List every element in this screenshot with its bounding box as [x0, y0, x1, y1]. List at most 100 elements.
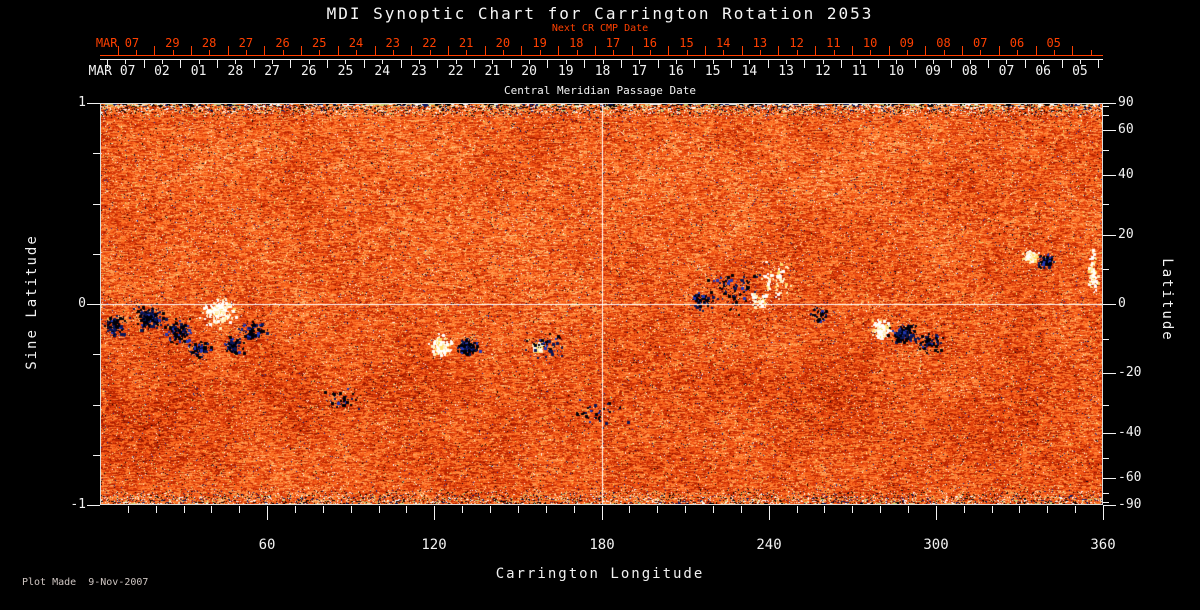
- next-cr-day-tick: [1036, 46, 1037, 55]
- next-cr-halfday-tick: [723, 50, 724, 55]
- latitude-tick: [1103, 235, 1116, 236]
- longitude-tick: [518, 506, 519, 513]
- cmp-day-tick: [511, 60, 512, 68]
- next-cr-halfday-tick: [466, 50, 467, 55]
- cmp-day-tick: [658, 60, 659, 68]
- cmp-day-label: 14: [741, 64, 758, 79]
- latitude-tick: [1103, 502, 1109, 503]
- cmp-day-label: 24: [374, 64, 391, 79]
- cmp-day-tick: [768, 60, 769, 68]
- latitude-tick: [1103, 505, 1116, 506]
- next-cr-day-label: 10: [862, 36, 878, 50]
- next-cr-day-tick: [338, 46, 339, 55]
- longitude-tick: [267, 506, 268, 520]
- cmp-day-tick: [254, 60, 255, 68]
- next-cr-halfday-tick: [613, 50, 614, 55]
- longitude-tick: [379, 506, 380, 513]
- next-cr-halfday-tick: [577, 50, 578, 55]
- latitude-tick: [1103, 175, 1116, 176]
- right-axis-title: Latitude: [1159, 258, 1175, 342]
- next-cr-day-tick: [595, 46, 596, 55]
- next-cr-halfday-tick: [870, 50, 871, 55]
- longitude-tick-label: 120: [421, 537, 447, 553]
- cmp-day-tick: [621, 60, 622, 68]
- bottom-axis-title: Carrington Longitude: [495, 566, 705, 582]
- longitude-tick: [992, 506, 993, 513]
- next-cr-day-tick: [742, 46, 743, 55]
- next-cr-day-label: 25: [312, 36, 327, 50]
- cmp-halfday-tick: [566, 60, 567, 64]
- next-cr-day-tick: [705, 46, 706, 55]
- longitude-tick-label: 300: [923, 537, 949, 553]
- sine-latitude-tick: [93, 204, 100, 205]
- sine-latitude-tick: [93, 254, 100, 255]
- longitude-tick: [824, 506, 825, 513]
- latitude-tick: [1103, 106, 1109, 107]
- next-cr-day-tick: [925, 46, 926, 55]
- latitude-tick-label: 60: [1118, 122, 1134, 137]
- cmp-halfday-tick: [309, 60, 310, 64]
- latitude-tick-label: 0: [1118, 296, 1126, 311]
- cmp-day-tick: [841, 60, 842, 68]
- cmp-day-tick: [144, 60, 145, 68]
- longitude-tick: [128, 506, 129, 513]
- next-cr-day-label: 12: [789, 36, 804, 50]
- next-cr-day-label: 20: [495, 36, 511, 50]
- cmp-halfday-tick: [382, 60, 383, 64]
- latitude-tick-label: 40: [1118, 167, 1134, 182]
- next-cr-day-label: 13: [752, 36, 768, 50]
- next-cr-day-tick: [999, 46, 1000, 55]
- next-cr-day-label: 07: [973, 36, 988, 50]
- cmp-halfday-tick: [676, 60, 677, 64]
- cmp-day-tick: [474, 60, 475, 68]
- sine-latitude-tick: [87, 505, 100, 506]
- cmp-day-tick: [180, 60, 181, 68]
- cmp-halfday-tick: [272, 60, 273, 64]
- sine-latitude-tick: [87, 103, 100, 104]
- longitude-tick: [685, 506, 686, 513]
- next-cr-day-tick: [521, 46, 522, 55]
- longitude-tick: [1075, 506, 1076, 513]
- cmp-day-tick: [584, 60, 585, 68]
- cmp-day-label: 16: [668, 64, 684, 79]
- longitude-tick: [769, 506, 770, 520]
- cmp-halfday-tick: [1080, 60, 1081, 64]
- cmp-day-tick: [437, 60, 438, 68]
- latitude-tick: [1103, 115, 1109, 116]
- next-cr-halfday-tick: [319, 50, 320, 55]
- longitude-tick: [546, 506, 547, 513]
- next-cr-day-tick: [301, 46, 302, 55]
- longitude-tick-label: 240: [756, 537, 782, 553]
- next-cr-day-tick: [815, 46, 816, 55]
- sine-latitude-tick: [93, 153, 100, 154]
- cmp-halfday-tick: [896, 60, 897, 64]
- cmp-day-label: 20: [521, 64, 537, 79]
- next-cr-day-label: 22: [422, 36, 437, 50]
- cmp-halfday-tick: [199, 60, 200, 64]
- cmp-halfday-tick: [823, 60, 824, 64]
- next-cr-halfday-tick: [173, 50, 174, 55]
- cmp-day-label: 21: [484, 64, 501, 79]
- cmp-halfday-tick: [970, 60, 971, 64]
- next-cr-day-tick: [889, 46, 890, 55]
- cmp-halfday-tick: [1043, 60, 1044, 64]
- left-axis-title: Sine Latitude: [24, 234, 40, 370]
- next-cr-day-label: 11: [826, 36, 841, 50]
- latitude-tick: [1103, 433, 1116, 434]
- magnetogram-plot-area: [100, 103, 1103, 505]
- next-cr-day-label: 19: [532, 36, 547, 50]
- next-cr-halfday-tick: [1091, 50, 1092, 55]
- cmp-edge-date-label: MAR 07: [88, 64, 136, 79]
- next-cr-halfday-tick: [503, 50, 504, 55]
- cmp-day-label: 11: [851, 64, 868, 79]
- cmp-halfday-tick: [713, 60, 714, 64]
- next-cr-day-label: 08: [936, 36, 951, 50]
- cmp-day-tick: [401, 60, 402, 68]
- next-cr-day-tick: [448, 46, 449, 55]
- cmp-day-label: 06: [1035, 64, 1051, 79]
- longitude-tick: [574, 506, 575, 513]
- chart-title: MDI Synoptic Chart for Carrington Rotati…: [326, 4, 874, 23]
- cmp-day-label: 25: [337, 64, 354, 79]
- longitude-tick: [936, 506, 937, 520]
- next-cr-day-label: 06: [1009, 36, 1025, 50]
